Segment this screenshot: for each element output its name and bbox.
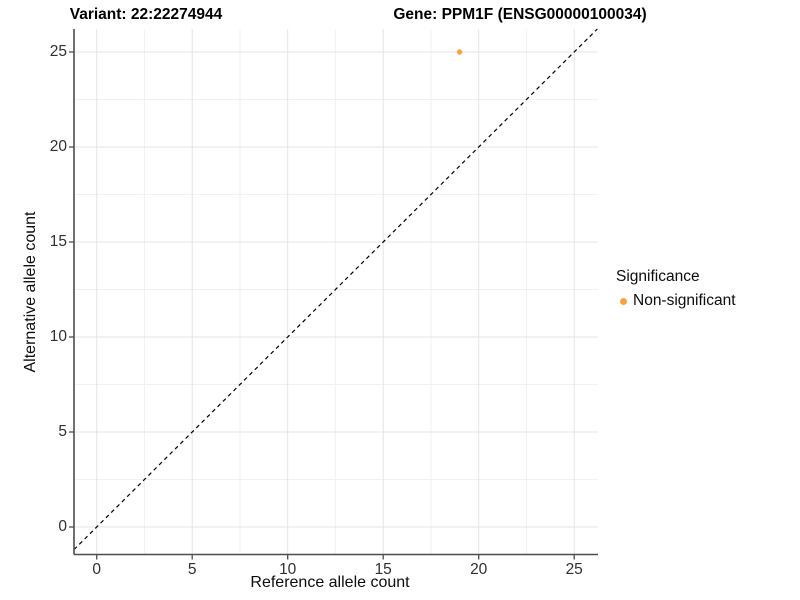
x-tick-label: 20	[470, 561, 488, 578]
variant-title: Variant: 22:22274944	[69, 6, 223, 23]
legend-title: Significance	[616, 268, 700, 285]
x-tick-label: 15	[374, 561, 392, 578]
data-point	[456, 49, 463, 55]
y-tick-label: 5	[58, 423, 67, 440]
y-tick-label: 15	[49, 233, 67, 250]
y-tick-label: 20	[49, 138, 67, 155]
y-tick-label: 10	[49, 328, 67, 345]
x-tick-label: 10	[279, 561, 297, 578]
legend: Significance Non-significant	[614, 268, 736, 310]
legend-item: Non-significant	[614, 292, 736, 310]
identity-dashed-line	[73, 28, 598, 551]
x-tick-label: 25	[565, 561, 583, 578]
y-tick-label: 0	[58, 518, 67, 535]
legend-item-label: Non-significant	[633, 292, 736, 309]
y-tick-label: 25	[49, 43, 67, 60]
x-axis-title: Reference allele count	[250, 574, 410, 591]
gene-title: Gene: PPM1F (ENSG00000100034)	[393, 6, 647, 23]
x-tick-label: 0	[92, 561, 101, 578]
y-axis-title: Alternative allele count	[22, 211, 39, 373]
x-tick-label: 5	[187, 561, 197, 578]
legend-point-icon	[620, 297, 627, 305]
